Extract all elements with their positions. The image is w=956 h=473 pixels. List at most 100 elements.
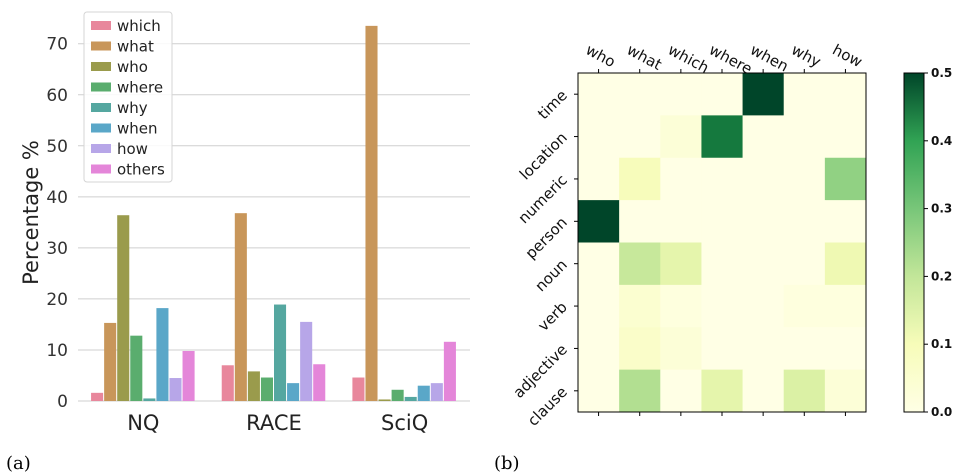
heatmap-cell-numeric-which: [660, 157, 702, 201]
legend-swatch-when: [91, 123, 111, 133]
x-label-which: which: [665, 41, 712, 77]
bar-race-which: [221, 365, 234, 401]
bar-race-where: [260, 377, 273, 401]
heatmap-cell-adjective-when: [742, 327, 785, 371]
heatmap-cell-clause-what: [619, 369, 661, 413]
heatmap-cell-adjective-what: [619, 327, 661, 371]
legend-label-where: where: [117, 79, 163, 97]
heatmap-cell-verb-which: [660, 284, 702, 328]
heatmap-cell-verb-what: [619, 284, 661, 328]
heatmap-cell-verb-why: [783, 284, 826, 328]
x-category-label: NQ: [127, 411, 159, 435]
heatmap-cell-person-where: [701, 200, 744, 243]
legend-label-when: when: [117, 120, 158, 138]
bar-race-when: [287, 383, 300, 401]
x-label-when: when: [747, 41, 791, 76]
x-category-label: SciQ: [381, 411, 428, 435]
y-tick-label: 70: [46, 35, 68, 55]
heatmap-cell-location-why: [783, 115, 826, 159]
heatmap-cell-location-how: [824, 115, 867, 159]
heatmap-cell-time-why: [783, 73, 826, 116]
heatmap-cell-person-which: [660, 200, 702, 243]
heatmap-cell-verb-how: [824, 284, 867, 328]
heatmap-cell-numeric-who: [578, 157, 620, 201]
bar-nq-when: [156, 308, 169, 401]
legend-label-others: others: [117, 161, 165, 179]
y-tick-label: 0: [57, 392, 68, 412]
legend-swatch-why: [91, 103, 111, 112]
colorbar-tick-label: 0.5: [931, 66, 952, 80]
bar-sciq-others: [443, 341, 456, 401]
bar-race-why: [274, 304, 287, 401]
y-axis-label: Percentage %: [19, 140, 43, 285]
heatmap-cell-numeric-when: [742, 157, 785, 201]
heatmap-cell-verb-where: [701, 284, 744, 328]
heatmap-cell-clause-when: [742, 369, 785, 413]
heatmap-cell-verb-who: [578, 284, 620, 328]
heatmap-cell-verb-when: [742, 284, 785, 328]
heatmap-cell-time-when: [742, 73, 785, 116]
bar-sciq-how: [430, 383, 443, 401]
bar-nq-where: [130, 335, 143, 401]
heatmap-cell-numeric-what: [619, 157, 661, 201]
heatmap-cell-adjective-who: [578, 327, 620, 371]
bar-sciq-what: [365, 25, 378, 401]
colorbar-tick-label: 0.0: [931, 405, 952, 419]
heatmap-cell-person-who: [578, 200, 620, 243]
colorbar-tick-label: 0.3: [931, 202, 952, 216]
heatmap-cell-time-how: [824, 73, 867, 116]
legend-swatch-how: [91, 144, 111, 153]
heatmap-cell-person-when: [742, 200, 785, 243]
heatmap-cell-clause-which: [660, 369, 702, 413]
bar-nq-who: [117, 215, 130, 401]
heatmap-cell-time-where: [701, 73, 744, 116]
y-tick-label: 20: [46, 290, 68, 310]
bar-nq-why: [143, 398, 156, 401]
heatmap-cell-noun-how: [824, 242, 867, 286]
heatmap-cell-numeric-where: [701, 157, 744, 201]
legend-box: [83, 11, 173, 183]
legend-swatch-who: [91, 62, 111, 71]
panel-label-a: (a): [6, 453, 31, 473]
bar-sciq-who: [378, 399, 391, 401]
bar-race-how: [300, 321, 313, 401]
legend-label-what: what: [117, 38, 154, 56]
legend-label-how: how: [117, 140, 148, 158]
bar-nq-what: [104, 322, 117, 401]
heatmap-cell-location-who: [578, 115, 620, 159]
heatmap-cell-clause-who: [578, 369, 620, 413]
heatmap-cell-adjective-which: [660, 327, 702, 371]
y-label-location: location: [516, 129, 571, 184]
x-label-who: who: [583, 41, 619, 71]
heatmap-cell-noun-why: [783, 242, 826, 286]
heatmap-cell-clause-where: [701, 369, 744, 413]
legend-swatch-where: [91, 82, 111, 92]
y-label-time: time: [534, 86, 571, 123]
heatmap-cell-location-where: [701, 115, 744, 159]
heatmap-cell-person-why: [783, 200, 826, 243]
heatmap-cell-location-what: [619, 115, 661, 159]
heatmap-cell-location-when: [742, 115, 785, 159]
heatmap-cell-person-what: [619, 200, 661, 243]
legend-label-who: who: [117, 58, 148, 76]
legend-label-why: why: [117, 99, 148, 117]
x-category-label: RACE: [246, 411, 302, 435]
heatmap-cell-noun-who: [578, 242, 620, 286]
y-tick-label: 60: [46, 86, 68, 106]
x-label-what: what: [624, 41, 665, 74]
colorbar: [903, 72, 925, 413]
heatmap-cell-numeric-how: [824, 157, 867, 201]
x-label-why: why: [788, 41, 824, 71]
legend-swatch-others: [91, 164, 111, 174]
panel-label-b: (b): [494, 453, 520, 473]
heatmap-cell-clause-why: [783, 369, 826, 413]
heatmap-cell-adjective-where: [701, 327, 744, 371]
legend-swatch-which: [91, 21, 111, 30]
heatmap-cell-noun-when: [742, 242, 785, 286]
heatmap-cell-numeric-why: [783, 157, 826, 201]
y-tick-label: 50: [46, 137, 68, 157]
heatmap-cell-noun-which: [660, 242, 702, 286]
bar-race-others: [313, 364, 326, 401]
